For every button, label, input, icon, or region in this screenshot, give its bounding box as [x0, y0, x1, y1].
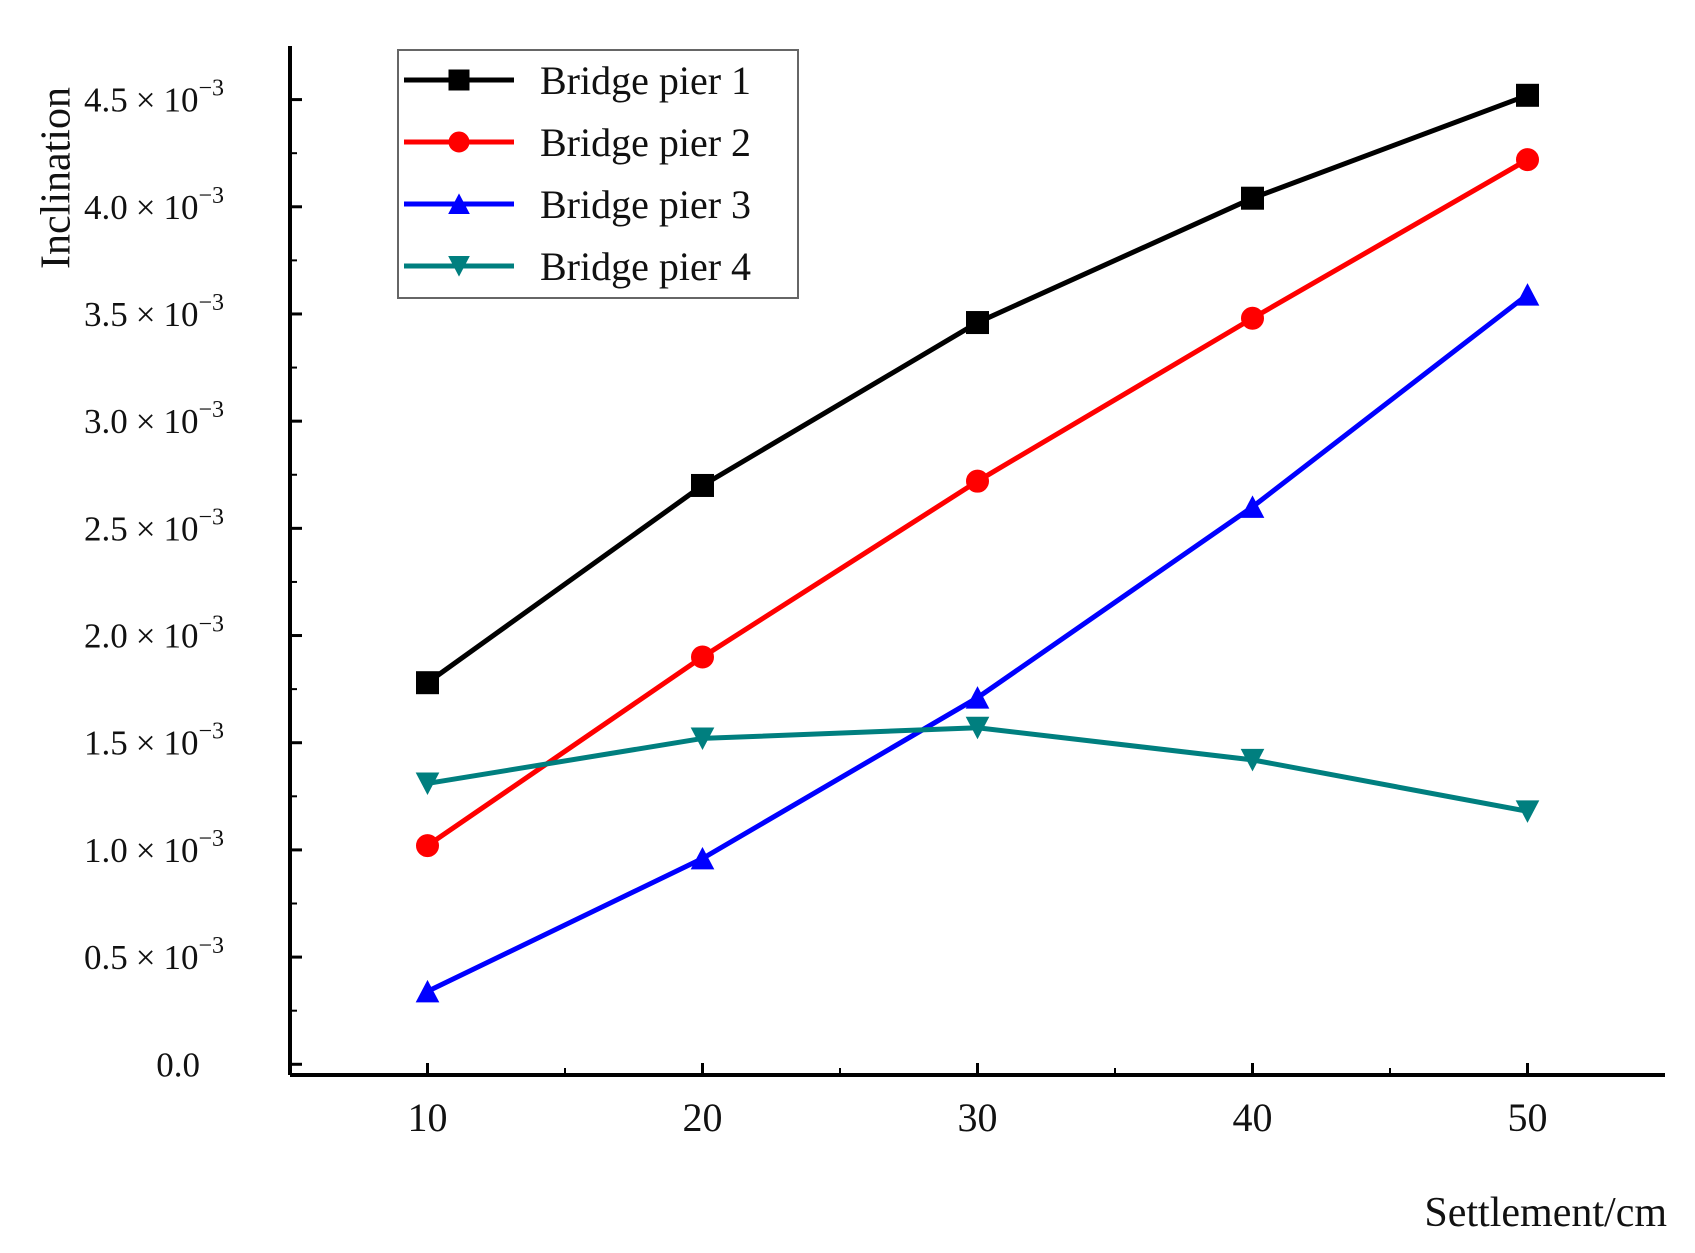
y-tick-label-2-5: 2.5 × 10−3	[84, 504, 224, 548]
y-tick-label-1-5: 1.5 × 10−3	[84, 719, 224, 763]
series-point-bridge-pier-3-30	[965, 686, 990, 709]
y-tick-exponent-base: 10	[164, 509, 199, 548]
y-tick-base-value: 4.5	[84, 81, 128, 120]
legend-marker-bridge-pier-1	[448, 69, 470, 91]
y-tick-label-4-5: 4.5 × 10−3	[84, 76, 224, 120]
y-tick-exponent: −3	[199, 826, 225, 852]
y-tick-exponent: −3	[199, 719, 225, 745]
y-tick-base-value: 2.0	[84, 617, 128, 656]
y-axis-title: Inclination	[34, 87, 80, 269]
series-point-bridge-pier-2-40	[1241, 306, 1264, 330]
x-tick-label-50: 50	[1508, 1095, 1548, 1140]
y-tick-exponent: −3	[199, 397, 225, 423]
y-tick-times-sign: ×	[136, 188, 156, 227]
series-point-bridge-pier-4-50	[1515, 800, 1540, 823]
series-bridge-pier-3	[415, 283, 1540, 1003]
series-point-bridge-pier-4-10	[415, 772, 440, 795]
y-tick-times-sign: ×	[136, 509, 156, 548]
y-tick-label-3-5: 3.5 × 10−3	[84, 290, 224, 334]
legend-item-bridge-pier-4: Bridge pier 4	[404, 244, 751, 289]
legend-label-bridge-pier-2: Bridge pier 2	[540, 120, 751, 165]
series-point-bridge-pier-1-50	[1516, 83, 1539, 107]
y-tick-exponent: −3	[199, 76, 225, 102]
series-line-bridge-pier-3	[425, 292, 1530, 994]
y-tick-exponent-base: 10	[164, 938, 199, 977]
y-tick-label-2-0: 2.0 × 10−3	[84, 612, 224, 656]
y-tick-exponent-base: 10	[164, 402, 199, 441]
y-tick-base-value: 1.5	[84, 724, 128, 763]
y-tick-exponent-base: 10	[164, 724, 199, 763]
y-tick-label-0-5: 0.5 × 10−3	[84, 933, 224, 977]
y-tick-times-sign: ×	[136, 831, 156, 870]
x-tick-label-10: 10	[408, 1095, 448, 1140]
legend-items: Bridge pier 1 Bridge pier 2 Bridge pier 3 B…	[404, 58, 751, 289]
y-tick-exponent-base: 10	[164, 188, 199, 227]
legend-marker-bridge-pier-3	[448, 193, 470, 214]
series-point-bridge-pier-4-20	[690, 727, 715, 750]
y-tick-base-value: 0.0	[156, 1045, 200, 1084]
series-bridge-pier-4	[415, 716, 1540, 823]
y-tick-times-sign: ×	[136, 81, 156, 120]
y-tick-times-sign: ×	[136, 295, 156, 334]
y-tick-label-1-0: 1.0 × 10−3	[84, 826, 224, 870]
y-tick-exponent: −3	[199, 933, 225, 959]
y-tick-base-value: 4.0	[84, 188, 128, 227]
series-point-bridge-pier-2-30	[966, 469, 989, 493]
x-tick-label-30: 30	[958, 1095, 998, 1140]
y-tick-label-0-0: 0.0	[156, 1045, 200, 1084]
y-tick-base-value: 3.5	[84, 295, 128, 334]
y-tick-exponent-base: 10	[164, 81, 199, 120]
x-axis-title: Settlement/cm	[1424, 1190, 1667, 1236]
y-tick-base-value: 1.0	[84, 831, 128, 870]
y-tick-exponent: −3	[199, 183, 225, 209]
series-point-bridge-pier-3-40	[1240, 495, 1265, 518]
y-tick-label-3-0: 3.0 × 10−3	[84, 397, 224, 441]
series-point-bridge-pier-3-50	[1515, 283, 1540, 306]
legend-item-bridge-pier-2: Bridge pier 2	[404, 120, 751, 165]
legend-label-bridge-pier-4: Bridge pier 4	[540, 244, 751, 289]
legend-marker-bridge-pier-4	[448, 256, 470, 277]
y-tick-label-4-0: 4.0 × 10−3	[84, 183, 224, 227]
legend-label-bridge-pier-3: Bridge pier 3	[540, 182, 751, 227]
series-point-bridge-pier-2-50	[1516, 148, 1539, 172]
series-bridge-pier-1	[416, 83, 1539, 695]
y-tick-times-sign: ×	[136, 938, 156, 977]
y-tick-exponent: −3	[199, 290, 225, 316]
y-tick-exponent: −3	[199, 612, 225, 638]
ticks-layer: 0.00.5 × 10−31.0 × 10−31.5 × 10−32.0 × 10−32.5 × 1…	[84, 76, 1548, 1140]
y-tick-exponent-base: 10	[164, 295, 199, 334]
series-point-bridge-pier-2-10	[416, 834, 439, 858]
legend-marker-bridge-pier-2	[448, 131, 470, 153]
x-tick-label-40: 40	[1233, 1095, 1273, 1140]
legend: Bridge pier 1 Bridge pier 2 Bridge pier 3 B…	[397, 49, 799, 299]
y-tick-exponent: −3	[199, 504, 225, 530]
legend-label-bridge-pier-1: Bridge pier 1	[540, 58, 751, 103]
series-point-bridge-pier-1-40	[1241, 186, 1264, 210]
series-line-bridge-pier-4	[425, 725, 1530, 814]
series-point-bridge-pier-1-20	[691, 473, 714, 497]
series-point-bridge-pier-2-20	[691, 645, 714, 669]
y-tick-times-sign: ×	[136, 724, 156, 763]
legend-item-bridge-pier-1: Bridge pier 1	[404, 58, 751, 103]
y-tick-base-value: 3.0	[84, 402, 128, 441]
legend-item-bridge-pier-3: Bridge pier 3	[404, 182, 751, 227]
series-point-bridge-pier-3-10	[415, 979, 440, 1003]
series-bridge-pier-2	[416, 148, 1539, 858]
x-tick-label-20: 20	[683, 1095, 723, 1140]
y-tick-times-sign: ×	[136, 402, 156, 441]
axis-title-layer: Inclination Settlement/cm	[34, 87, 1668, 1236]
series-point-bridge-pier-4-30	[965, 716, 990, 740]
series-point-bridge-pier-3-20	[690, 846, 715, 870]
y-tick-base-value: 0.5	[84, 938, 128, 977]
series-point-bridge-pier-1-30	[966, 311, 989, 335]
y-tick-base-value: 2.5	[84, 509, 128, 548]
series-point-bridge-pier-4-40	[1240, 748, 1265, 772]
series-point-bridge-pier-1-10	[416, 671, 439, 695]
series-layer	[415, 83, 1540, 1003]
y-tick-exponent-base: 10	[164, 831, 199, 870]
y-tick-exponent-base: 10	[164, 617, 199, 656]
y-tick-times-sign: ×	[136, 617, 156, 656]
